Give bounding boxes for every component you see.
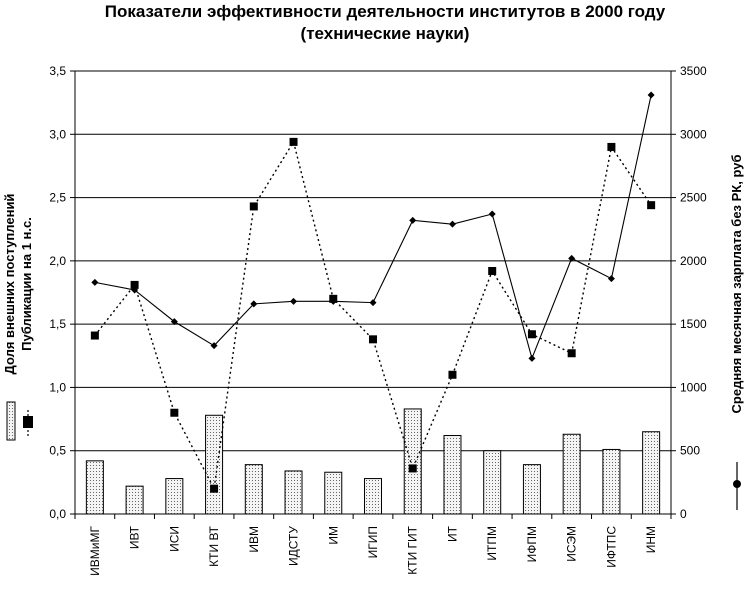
diamond-marker: [488, 210, 496, 218]
square-marker: [607, 142, 616, 151]
diamond-marker: [131, 286, 139, 294]
category-label: ИСИ: [167, 526, 181, 552]
square-marker: [567, 349, 576, 358]
category-label: ИТ: [445, 525, 459, 542]
right-tick-label: 3500: [680, 64, 707, 78]
line-series: [90, 91, 656, 493]
diamond-marker: [250, 300, 258, 308]
left-tick-label: 3,5: [49, 64, 66, 78]
tick-labels: 0,0 0 0,5 500 1,0 1000 1,5 1500 2,0 2000 2,5 2500 3,…: [49, 64, 707, 521]
left-tick-label: 0,5: [49, 444, 66, 458]
diamond-marker: [647, 91, 655, 99]
bar: [85, 460, 104, 515]
diamond-marker: [290, 297, 298, 305]
diamond-marker: [607, 275, 615, 283]
category-label: ИВМиМГ: [88, 526, 102, 576]
left-tick-label: 1,0: [49, 380, 66, 394]
legend-diamond-key: [733, 462, 741, 510]
chart-title-line-1: Показатели эффективности деятельности ин…: [105, 2, 666, 21]
category-label: ИСЭМ: [565, 526, 579, 562]
bar: [642, 431, 661, 515]
square-marker: [647, 201, 656, 210]
square-marker: [130, 280, 139, 289]
category-label: ИВМ: [247, 526, 261, 553]
diamond-marker: [329, 297, 337, 305]
category-label: ИГИП: [366, 526, 380, 558]
left-tick-label: 0,0: [49, 507, 66, 521]
category-label: ИФТПС: [604, 526, 618, 568]
left-axis-title-line-1: Доля внешних поступлений: [2, 194, 17, 375]
legend-bar-key: [6, 401, 16, 441]
bar: [284, 470, 303, 515]
category-label: ИМ: [326, 526, 340, 545]
right-tick-label: 2500: [680, 191, 707, 205]
category-label: КТИ ВТ: [207, 525, 221, 566]
diamond-marker: [528, 354, 536, 362]
bar: [244, 464, 263, 515]
right-tick-label: 1500: [680, 317, 707, 331]
category-label: ИНМ: [644, 526, 658, 553]
left-tick-label: 3,0: [49, 127, 66, 141]
axes: [70, 70, 676, 519]
bar: [324, 471, 343, 515]
gridlines: [75, 70, 671, 452]
category-labels: ИВМиМГ ИВТ ИСИ КТИ ВТ ИВМ ИДСТУ ИМ ИГИП КТИ ГИТ И…: [88, 525, 658, 575]
square-marker: [90, 331, 99, 340]
square-marker: [408, 464, 417, 473]
category-label: ИФПМ: [525, 526, 539, 562]
bar: [602, 448, 621, 515]
category-label: ИВТ: [128, 525, 142, 549]
diamond-marker: [91, 278, 99, 286]
bar: [125, 485, 144, 515]
diamond-marker: [409, 216, 417, 224]
bar-series: [85, 408, 661, 515]
diamond-marker: [568, 254, 576, 262]
category-label: КТИ ГИТ: [406, 525, 420, 574]
square-marker: [289, 137, 298, 146]
square-marker: [170, 408, 179, 417]
square-marker: [210, 484, 219, 493]
diamond-marker: [210, 342, 218, 350]
square-marker: [527, 330, 536, 339]
right-axis-title: Средняя месячная зарплата без РК, руб: [729, 155, 744, 414]
legend-bar-swatch: [6, 401, 16, 441]
right-tick-label: 0: [680, 507, 687, 521]
legend-square-marker: [23, 416, 33, 428]
bar: [483, 450, 502, 515]
bar: [205, 414, 224, 515]
right-tick-label: 2000: [680, 254, 707, 268]
left-axis-title-line-2: Публикации на 1 н.с.: [19, 217, 34, 351]
square-series-line: [94, 140, 652, 491]
legend-diamond-marker: [733, 480, 741, 488]
square-marker: [448, 370, 457, 379]
square-marker: [369, 335, 377, 344]
square-marker: [488, 266, 497, 275]
legend-square-key: [23, 410, 33, 438]
chart-title-line-2: (технические науки): [301, 24, 470, 43]
bar: [403, 408, 422, 515]
diamond-marker: [170, 318, 178, 326]
bar: [443, 435, 462, 515]
bar: [364, 478, 382, 515]
right-tick-label: 3000: [680, 127, 707, 141]
category-label: ИТПМ: [485, 526, 499, 561]
right-tick-label: 1000: [680, 380, 707, 394]
left-tick-label: 2,0: [49, 254, 66, 268]
right-tick-label: 500: [680, 444, 700, 458]
bar: [165, 478, 184, 515]
diamond-marker: [448, 220, 456, 228]
bar: [522, 464, 541, 515]
square-marker: [249, 202, 258, 211]
bar: [562, 433, 581, 515]
left-tick-label: 2,5: [49, 191, 66, 205]
diamond-marker: [369, 299, 377, 307]
category-label: ИДСТУ: [287, 526, 301, 566]
left-tick-label: 1,5: [49, 317, 66, 331]
